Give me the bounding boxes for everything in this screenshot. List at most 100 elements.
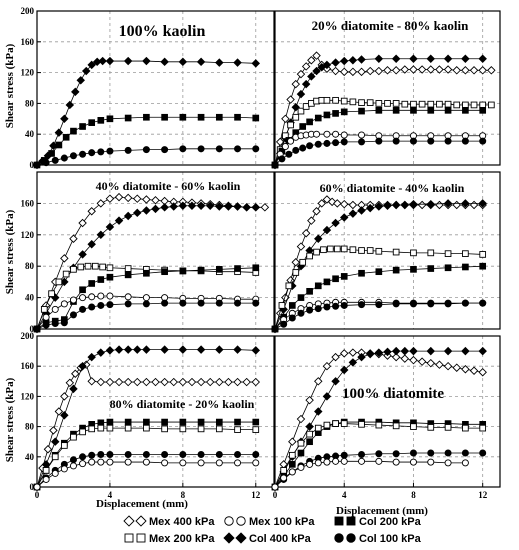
data-point — [69, 311, 77, 319]
data-point — [332, 110, 339, 117]
series-col-100-kpa — [33, 299, 260, 333]
data-point — [358, 451, 366, 459]
data-point — [314, 459, 322, 467]
y-tick-label: 80 — [25, 98, 35, 108]
data-point — [205, 201, 215, 210]
series-line — [274, 460, 466, 488]
x-axis-label-right: Displacement (mm) — [336, 505, 428, 517]
data-point — [469, 200, 479, 210]
data-point — [106, 418, 114, 426]
data-point — [444, 106, 452, 114]
data-point — [340, 108, 348, 116]
data-point — [106, 424, 114, 432]
data-point — [252, 299, 260, 307]
data-point — [87, 207, 96, 216]
data-point — [71, 87, 80, 97]
data-point — [160, 377, 169, 387]
data-point — [340, 97, 348, 105]
data-point — [375, 268, 383, 276]
data-point — [340, 301, 348, 309]
legend-marker — [334, 533, 344, 543]
data-point — [124, 451, 132, 459]
data-point — [443, 65, 453, 74]
legend-label: Col 400 kPa — [249, 533, 312, 545]
data-point — [314, 140, 322, 148]
data-point — [92, 262, 99, 270]
data-point — [161, 113, 168, 121]
data-point — [314, 305, 322, 313]
data-point — [392, 100, 400, 107]
data-point — [333, 199, 342, 208]
data-point — [313, 130, 321, 138]
data-point — [340, 138, 348, 146]
data-point — [124, 114, 132, 122]
data-point — [417, 357, 427, 366]
panel-6: 0 4 8 12 100% diatomite — [270, 335, 501, 500]
data-point — [179, 451, 187, 459]
data-point — [357, 67, 366, 77]
data-point — [142, 206, 151, 215]
data-point — [114, 345, 124, 354]
data-point — [42, 159, 50, 167]
data-point — [179, 425, 187, 433]
data-point — [427, 265, 435, 272]
data-point — [332, 302, 340, 310]
y-axis-label-middle: Shear stress (kPa) — [4, 209, 16, 294]
data-point — [375, 137, 383, 145]
data-point — [60, 254, 69, 263]
data-point — [179, 459, 187, 467]
data-point — [178, 201, 188, 210]
data-point — [366, 247, 374, 254]
data-point — [462, 424, 469, 432]
data-point — [331, 66, 340, 76]
data-point — [348, 56, 358, 65]
data-point — [296, 414, 306, 424]
y-axis-label-bottom: Shear stress (kPa) — [4, 377, 16, 462]
data-point — [340, 457, 348, 465]
data-point — [443, 199, 453, 208]
data-point — [332, 457, 340, 465]
data-point — [288, 314, 296, 322]
data-point — [97, 301, 105, 309]
data-point — [79, 294, 87, 302]
data-point — [260, 203, 270, 212]
series-col-100-kpa — [33, 451, 260, 491]
data-point — [252, 426, 260, 433]
series-col-200-kpa — [33, 113, 260, 169]
data-point — [299, 258, 307, 266]
data-point — [435, 65, 444, 74]
data-point — [392, 137, 400, 145]
series-line — [274, 248, 483, 330]
data-point — [312, 66, 321, 76]
data-point — [169, 202, 178, 211]
data-point — [453, 101, 461, 109]
data-point — [285, 150, 293, 158]
data-point — [358, 457, 366, 465]
data-point — [43, 445, 53, 454]
data-point — [479, 137, 487, 145]
data-point — [251, 346, 261, 355]
data-point — [375, 457, 383, 465]
legend-label: Mex 100 kPa — [249, 516, 315, 528]
data-point — [339, 199, 349, 209]
data-point — [358, 107, 365, 115]
data-point — [427, 449, 435, 457]
data-point — [69, 384, 78, 394]
y-tick-label: 40 — [25, 293, 35, 303]
data-point — [114, 216, 124, 225]
data-point — [427, 137, 435, 145]
data-point — [305, 422, 314, 431]
data-point — [322, 361, 332, 371]
legend-item: Col 400 kPa — [223, 532, 312, 545]
data-point — [143, 424, 150, 432]
data-point — [76, 76, 85, 85]
x-axis-label-left: Displacement (mm) — [96, 498, 188, 510]
data-point — [409, 54, 418, 63]
data-point — [79, 428, 86, 436]
data-point — [106, 115, 114, 123]
data-point — [296, 242, 306, 251]
y-tick-label: 80 — [25, 422, 35, 432]
data-point — [426, 65, 436, 74]
plot-frame — [274, 335, 501, 488]
